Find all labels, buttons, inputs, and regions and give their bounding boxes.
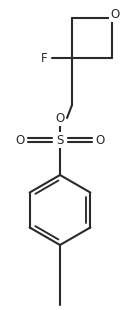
Text: S: S	[56, 134, 64, 147]
Text: O: O	[15, 134, 25, 147]
Text: O: O	[95, 134, 105, 147]
Text: O: O	[55, 112, 65, 125]
Text: F: F	[41, 51, 47, 64]
Text: O: O	[110, 7, 120, 20]
